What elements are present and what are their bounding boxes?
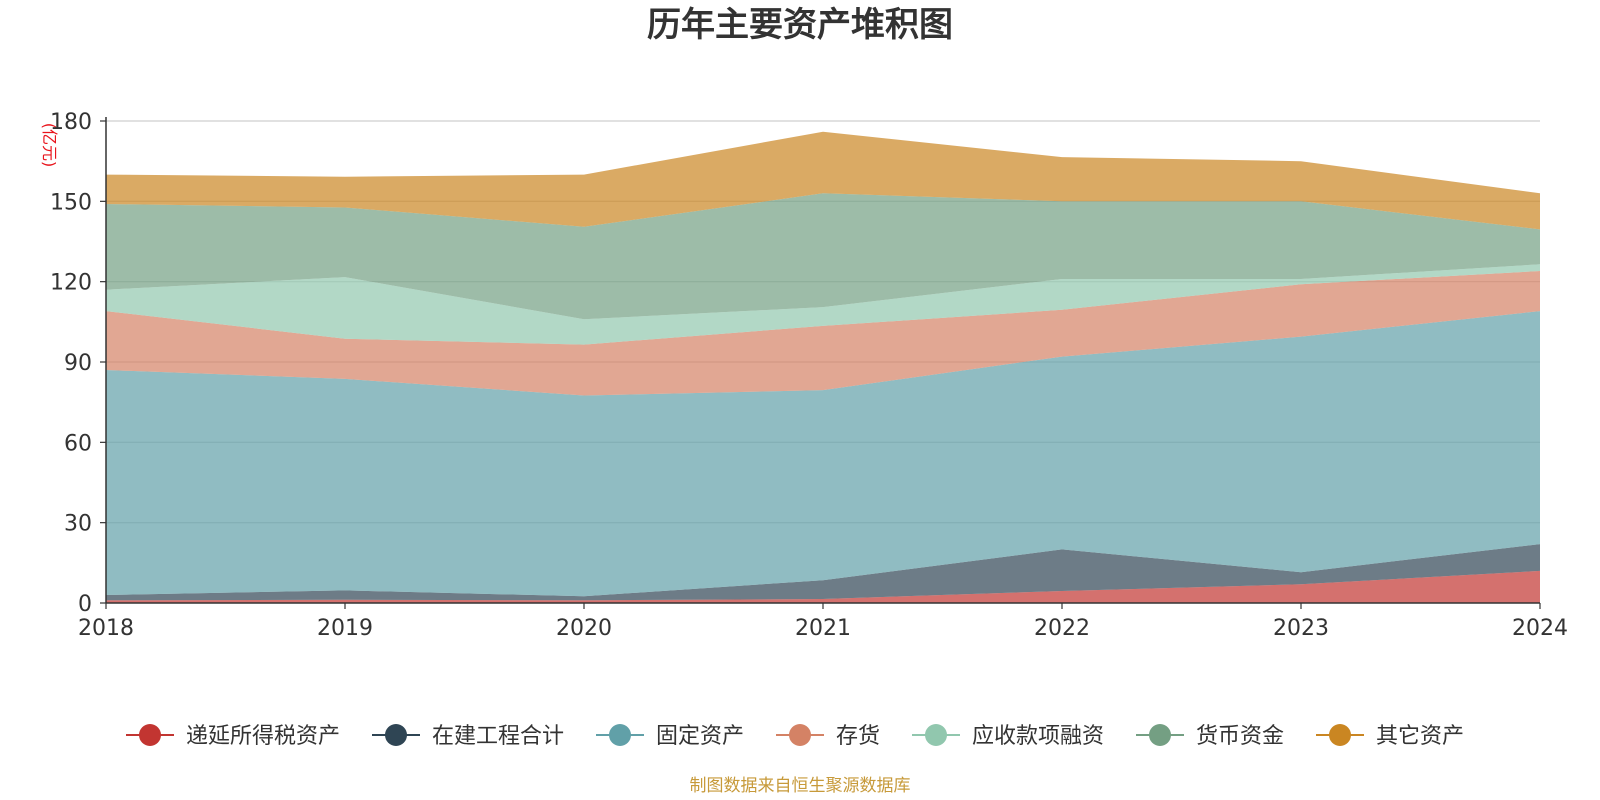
chart-title: 历年主要资产堆积图	[647, 5, 953, 45]
legend-item-7: 其它资产	[1316, 724, 1464, 749]
y-tick-label: 30	[64, 512, 92, 537]
legend-marker	[385, 724, 407, 746]
legend-marker	[609, 724, 631, 746]
legend: 递延所得税资产 在建工程合计 固定资产 存货 应收款项融资 货币资金 其它资产	[126, 724, 1464, 749]
legend-item-5: 应收款项融资	[912, 724, 1104, 749]
y-tick-label: 150	[50, 190, 92, 215]
area-series-5	[106, 264, 1540, 345]
legend-label: 存货	[836, 724, 880, 749]
x-tick-label: 2023	[1273, 616, 1329, 641]
legend-label: 递延所得税资产	[186, 724, 340, 749]
x-tick-label: 2024	[1512, 616, 1568, 641]
legend-item-1: 递延所得税资产	[126, 724, 340, 749]
y-tick-label: 180	[50, 110, 92, 135]
area-series-6	[106, 193, 1540, 320]
legend-item-3: 固定资产	[596, 724, 744, 749]
legend-marker	[1149, 724, 1171, 746]
legend-item-4: 存货	[776, 724, 880, 749]
x-tick-label: 2021	[795, 616, 851, 641]
y-tick-label: 120	[50, 271, 92, 296]
area-series-1	[106, 570, 1540, 603]
area-series-7	[106, 131, 1540, 230]
legend-label: 其它资产	[1376, 724, 1464, 749]
x-tick-label: 2020	[556, 616, 612, 641]
y-axis-unit: (亿元)	[40, 123, 59, 168]
y-tick-label: 90	[64, 351, 92, 376]
legend-marker	[925, 724, 947, 746]
x-tick-label: 2022	[1034, 616, 1090, 641]
x-tick-label: 2018	[78, 616, 134, 641]
legend-label: 应收款项融资	[972, 724, 1104, 749]
legend-label: 固定资产	[656, 724, 744, 749]
area-series-4	[106, 271, 1540, 396]
legend-marker	[139, 724, 161, 746]
y-tick-label: 0	[78, 592, 92, 617]
area-series-3	[106, 311, 1540, 597]
axes: 0 30 60 90 120 150 180 2018 2019 2020 2021 2022 2023…	[50, 110, 1568, 641]
area-series-group	[106, 131, 1540, 603]
y-tick-label: 60	[64, 431, 92, 456]
legend-label: 货币资金	[1196, 724, 1284, 749]
legend-marker	[789, 724, 811, 746]
legend-label: 在建工程合计	[432, 724, 564, 749]
legend-item-2: 在建工程合计	[372, 724, 564, 749]
legend-item-6: 货币资金	[1136, 724, 1284, 749]
data-source-note: 制图数据来自恒生聚源数据库	[690, 776, 911, 796]
x-tick-label: 2019	[317, 616, 373, 641]
area-series-2	[106, 544, 1540, 601]
legend-marker	[1329, 724, 1351, 746]
